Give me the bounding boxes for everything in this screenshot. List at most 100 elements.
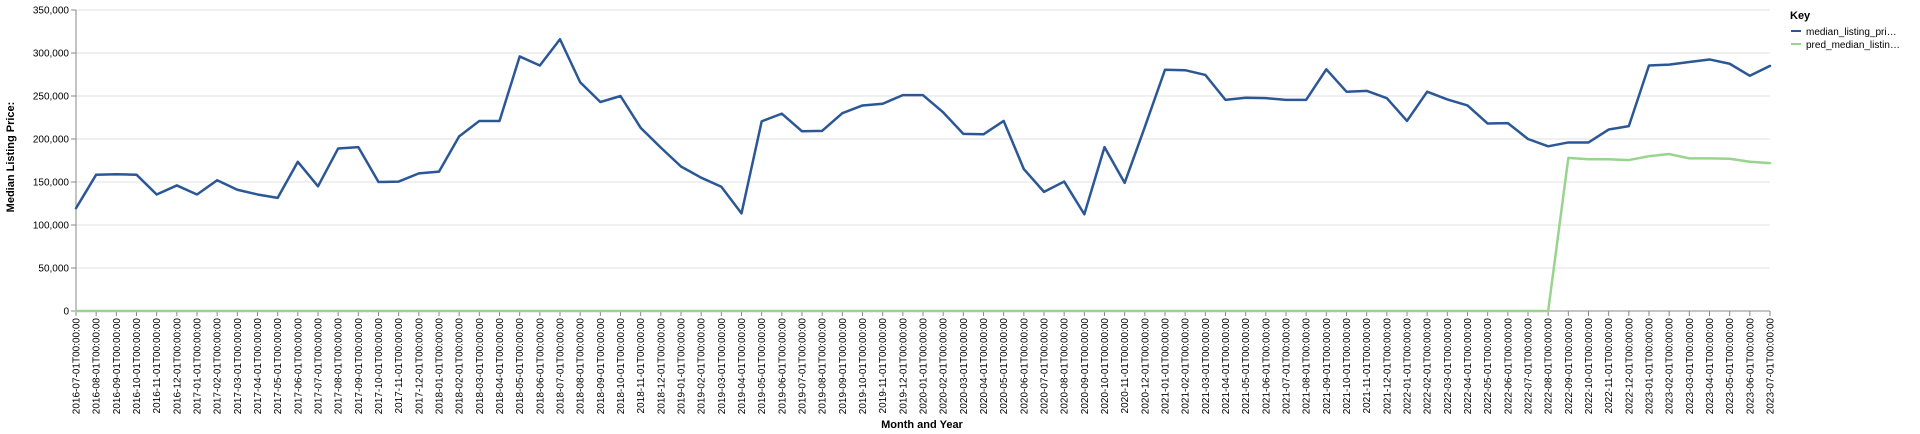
x-tick-label: 2019-04-01T00:00:00 [737,318,748,415]
x-tick-label: 2020-02-01T00:00:00 [939,318,950,415]
x-tick-label: 2020-01-01T00:00:00 [919,318,930,415]
x-axis-title: Month and Year [881,419,963,431]
y-tick-label: 150,000 [33,178,70,189]
x-tick-label: 2022-03-01T00:00:00 [1443,318,1454,415]
x-tick-label: 2019-05-01T00:00:00 [757,318,768,415]
x-tick-label: 2023-04-01T00:00:00 [1705,318,1716,415]
x-tick-label: 2018-06-01T00:00:00 [535,318,546,415]
x-tick-label: 2018-09-01T00:00:00 [596,318,607,415]
x-tick-label: 2020-08-01T00:00:00 [1060,318,1071,415]
x-tick-label: 2019-01-01T00:00:00 [677,318,688,415]
x-tick-label: 2017-02-01T00:00:00 [213,318,224,415]
x-tick-label: 2020-10-01T00:00:00 [1100,318,1111,415]
legend-label-median: median_listing_pri… [1806,27,1897,38]
x-tick-label: 2017-05-01T00:00:00 [273,318,284,415]
x-tick-label: 2018-01-01T00:00:00 [435,318,446,415]
x-tick-label: 2016-09-01T00:00:00 [112,318,123,415]
x-tick-label: 2020-03-01T00:00:00 [959,318,970,415]
x-tick-label: 2018-03-01T00:00:00 [475,318,486,415]
x-tick-label: 2018-08-01T00:00:00 [576,318,587,415]
x-tick-label: 2019-09-01T00:00:00 [838,318,849,415]
x-tick-label: 2020-11-01T00:00:00 [1120,318,1131,414]
x-tick-label: 2020-12-01T00:00:00 [1140,318,1151,415]
x-tick-label: 2022-12-01T00:00:00 [1624,318,1635,415]
x-tick-label: 2018-07-01T00:00:00 [556,318,567,415]
x-tick-label: 2022-06-01T00:00:00 [1503,318,1514,415]
x-tick-label: 2019-07-01T00:00:00 [798,318,809,415]
x-tick-label: 2020-04-01T00:00:00 [979,318,990,415]
x-tick-label: 2019-08-01T00:00:00 [818,318,829,415]
series-line-median-listing-price [74,37,1772,216]
x-tick-label: 2021-12-01T00:00:00 [1382,318,1393,415]
x-tick-label: 2019-06-01T00:00:00 [777,318,788,415]
x-tick-label: 2022-10-01T00:00:00 [1584,318,1595,415]
x-tick-label: 2023-02-01T00:00:00 [1665,318,1676,415]
y-tick-label: 50,000 [38,264,69,275]
x-tick-label: 2018-10-01T00:00:00 [616,318,627,415]
x-tick-label: 2021-06-01T00:00:00 [1261,318,1272,415]
x-tick-label: 2017-06-01T00:00:00 [293,318,304,415]
x-tick-label: 2019-03-01T00:00:00 [717,318,728,415]
x-tick-label: 2017-08-01T00:00:00 [334,318,345,415]
x-tick-label: 2021-10-01T00:00:00 [1342,318,1353,415]
y-tick-label: 200,000 [33,135,70,146]
x-tick-label: 2021-05-01T00:00:00 [1241,318,1252,415]
grid-lines [76,9,1770,312]
x-tick-label: 2020-05-01T00:00:00 [999,318,1010,415]
x-tick-label: 2019-10-01T00:00:00 [858,318,869,415]
x-tick-label: 2017-09-01T00:00:00 [354,318,365,415]
x-tick-label: 2017-04-01T00:00:00 [253,318,264,415]
series-layer [74,37,1772,313]
x-tick-label: 2022-05-01T00:00:00 [1483,318,1494,415]
x-tick-label: 2018-11-01T00:00:00 [636,318,647,414]
x-tick-label: 2023-06-01T00:00:00 [1745,318,1756,415]
y-axis-title: Median Listing Price: [5,102,17,213]
y-tick-label: 0 [63,307,69,318]
x-tick-label: 2019-02-01T00:00:00 [697,318,708,415]
x-tick-label: 2022-04-01T00:00:00 [1463,318,1474,415]
x-tick-label: 2018-02-01T00:00:00 [455,318,466,415]
x-tick-label: 2021-02-01T00:00:00 [1181,318,1192,415]
x-tick-label: 2018-04-01T00:00:00 [495,318,506,415]
x-tick-label: 2022-07-01T00:00:00 [1524,318,1535,415]
x-tick-label: 2022-02-01T00:00:00 [1423,318,1434,415]
x-tick-label: 2020-07-01T00:00:00 [1040,318,1051,415]
legend: Key median_listing_pri… pred_median_list… [1790,10,1900,51]
x-tick-label: 2021-08-01T00:00:00 [1302,318,1313,415]
y-tick-label: 350,000 [33,6,70,17]
x-tick-label: 2023-01-01T00:00:00 [1645,318,1656,415]
y-axis: 0 50,000 100,000 150,000 200,000 250,000 300,0… [33,6,77,318]
x-tick-label: 2017-01-01T00:00:00 [193,318,204,415]
x-tick-label: 2022-11-01T00:00:00 [1604,318,1615,414]
x-tick-label: 2021-03-01T00:00:00 [1201,318,1212,415]
x-tick-label: 2022-09-01T00:00:00 [1564,318,1575,415]
x-tick-label: 2016-07-01T00:00:00 [72,318,83,415]
x-tick-label: 2023-03-01T00:00:00 [1685,318,1696,415]
x-tick-label: 2021-01-01T00:00:00 [1161,318,1172,415]
x-tick-label: 2016-11-01T00:00:00 [152,318,163,414]
legend-label-pred: pred_median_listin… [1806,40,1900,51]
x-tick-label: 2021-09-01T00:00:00 [1322,318,1333,415]
x-tick-label: 2019-11-01T00:00:00 [878,318,889,414]
series-line-pred-median-listing-price [74,152,1772,313]
x-tick-label: 2021-04-01T00:00:00 [1221,318,1232,415]
x-tick-label: 2022-01-01T00:00:00 [1403,318,1414,415]
x-tick-label: 2016-12-01T00:00:00 [172,318,183,415]
x-tick-label: 2018-05-01T00:00:00 [515,318,526,415]
y-tick-label: 300,000 [33,49,70,60]
x-tick-label: 2018-12-01T00:00:00 [656,318,667,415]
x-tick-label: 2019-12-01T00:00:00 [898,318,909,415]
x-tick-label: 2021-11-01T00:00:00 [1362,318,1373,414]
x-tick-label: 2020-09-01T00:00:00 [1080,318,1091,415]
x-tick-label: 2022-08-01T00:00:00 [1544,318,1555,415]
x-tick-label: 2016-08-01T00:00:00 [92,318,103,415]
y-tick-label: 100,000 [33,221,70,232]
x-tick-label: 2017-12-01T00:00:00 [414,318,425,415]
legend-title: Key [1790,10,1811,22]
x-tick-label: 2023-05-01T00:00:00 [1725,318,1736,415]
x-axis: 2016-07-01T00:00:00 2016-08-01T00:00:00 20… [72,310,1777,415]
y-tick-label: 250,000 [33,92,70,103]
x-tick-label: 2023-07-01T00:00:00 [1766,318,1777,415]
x-tick-label: 2017-07-01T00:00:00 [314,318,325,415]
